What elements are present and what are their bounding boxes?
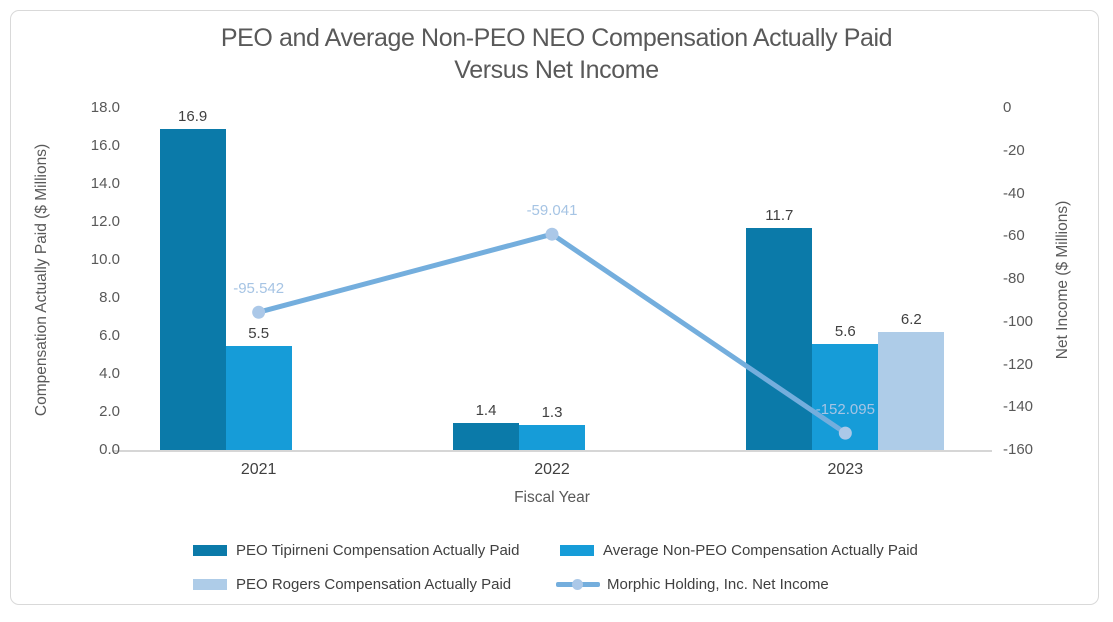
left-axis-tick-label: 2.0 [99, 403, 120, 420]
left-axis-tick-label: 10.0 [90, 251, 120, 268]
bar-value-label: 6.2 [900, 311, 922, 329]
bar-value-label: 16.9 [178, 107, 208, 125]
line-value-label: -59.041 [526, 202, 578, 220]
legend-label-net-income: Morphic Holding, Inc. Net Income [607, 575, 829, 593]
bar-2022-series1 [453, 423, 519, 450]
left-axis-tick-label: 0.0 [99, 441, 120, 458]
left-axis-tick-label: 4.0 [99, 365, 120, 382]
x-axis-tick-label: 2023 [827, 461, 864, 478]
right-axis-tick-label: -100 [1003, 312, 1034, 330]
left-axis-tick-label: 14.0 [90, 175, 120, 192]
legend-item-avg-non-peo: Average Non-PEO Compensation Actually Pa… [560, 541, 918, 559]
left-axis-tick-label: 16.0 [90, 137, 120, 154]
legend-swatch-avg-non-peo [560, 544, 594, 556]
right-axis-tick-label: -20 [1003, 141, 1025, 159]
line-value-label: -152.095 [815, 401, 875, 419]
legend-label-peo-tipirneni: PEO Tipirneni Compensation Actually Paid [236, 541, 520, 559]
right-axis-tick-label: -160 [1003, 441, 1034, 458]
left-axis-tick-label: 6.0 [99, 327, 120, 344]
legend-item-peo-rogers: PEO Rogers Compensation Actually Paid [193, 575, 511, 593]
chart-title-line-1: PEO and Average Non-PEO NEO Compensation… [220, 24, 893, 52]
right-axis-tick-label: -60 [1003, 227, 1025, 245]
bar-2021-series2 [225, 345, 292, 450]
legend-label-avg-non-peo: Average Non-PEO Compensation Actually Pa… [603, 541, 918, 559]
x-axis-title: Fiscal Year [514, 489, 590, 506]
bar-2021-series1 [159, 128, 226, 450]
line-value-label: -95.542 [233, 280, 285, 298]
bar-value-label: 5.5 [248, 324, 270, 342]
left-axis-tick-label: 18.0 [90, 99, 120, 116]
bar-value-label: 1.3 [541, 404, 563, 422]
left-axis-tick-label: 12.0 [90, 213, 120, 230]
x-axis-tick-label: 2022 [534, 461, 570, 478]
legend-item-peo-tipirneni: PEO Tipirneni Compensation Actually Paid [193, 541, 519, 559]
right-axis-tick-label: 0 [1003, 99, 1012, 116]
bar-value-label: 11.7 [765, 206, 794, 224]
left-axis-tick-label: 8.0 [99, 289, 120, 306]
bar-2023-series3 [878, 332, 945, 450]
legend-swatch-peo-tipirneni [193, 544, 227, 556]
bar-2023-series2 [812, 343, 879, 450]
x-axis-line [112, 450, 992, 452]
legend-line-marker-icon [556, 575, 600, 593]
legend-item-net-income: Morphic Holding, Inc. Net Income [556, 575, 829, 593]
legend-label-peo-rogers: PEO Rogers Compensation Actually Paid [236, 575, 512, 593]
right-axis-tick-label: -140 [1003, 398, 1034, 416]
bar-2022-series2 [519, 425, 585, 450]
right-axis-tick-label: -40 [1003, 184, 1025, 202]
right-axis-tick-label: -120 [1003, 355, 1034, 373]
legend-swatch-peo-rogers [193, 578, 227, 590]
chart-title-line-2: Versus Net Income [454, 56, 659, 84]
right-axis-tick-label: -80 [1003, 270, 1025, 287]
x-axis-tick-label: 2021 [240, 461, 277, 478]
